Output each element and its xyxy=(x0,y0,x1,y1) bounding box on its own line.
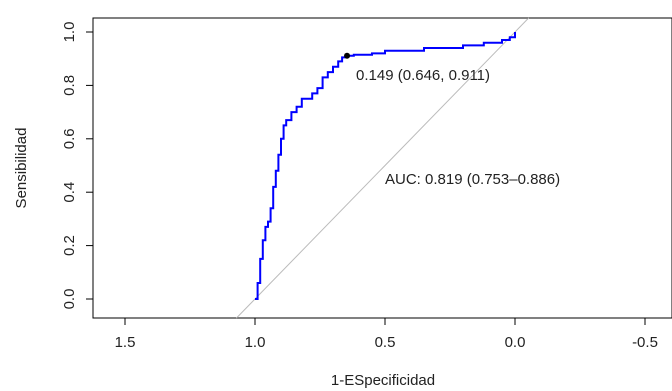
plot-frame xyxy=(92,17,672,319)
y-tick-label: 0.4 xyxy=(61,182,78,203)
x-axis-label: 1-ESpecificidad xyxy=(331,372,435,389)
threshold-point xyxy=(344,52,351,59)
y-axis-label: Sensibilidad xyxy=(13,128,30,209)
x-tick-label: 0.5 xyxy=(375,334,396,351)
y-tick-label: 0.2 xyxy=(61,235,78,256)
x-tick-label: 0.0 xyxy=(505,334,526,351)
y-tick-label: 0.8 xyxy=(61,75,78,96)
roc-curve xyxy=(255,32,516,300)
x-tick-label: -0.5 xyxy=(632,334,658,351)
y-tick-label: 1.0 xyxy=(61,22,78,43)
auc-annotation: AUC: 0.819 (0.753–0.886) xyxy=(385,171,560,188)
y-tick-label: 0.0 xyxy=(61,289,78,310)
y-tick-label: 0.6 xyxy=(61,128,78,149)
chance-diagonal-line xyxy=(236,17,529,319)
x-axis: 1.5 1.0 0.5 0.0 -0.5 xyxy=(115,318,658,351)
y-axis: 0.0 0.2 0.4 0.6 0.8 1.0 xyxy=(61,22,93,310)
x-tick-label: 1.0 xyxy=(245,334,266,351)
threshold-label: 0.149 (0.646, 0.911) xyxy=(356,67,490,84)
x-tick-label: 1.5 xyxy=(115,334,136,351)
